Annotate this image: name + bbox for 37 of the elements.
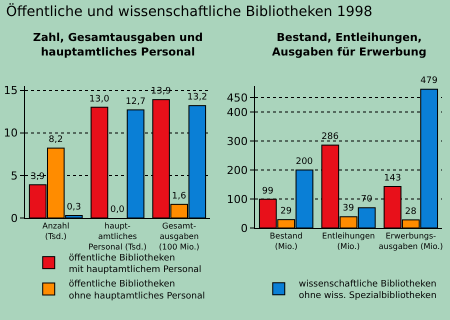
y-tick-label: 0 xyxy=(10,212,18,225)
chart-title: Bestand, Entleihungen, Ausgaben für Erwerbung xyxy=(272,31,426,58)
chart-title: Öffentliche und wissenschaftliche Bibliotheken 1998 xyxy=(6,4,372,20)
data-label: 479 xyxy=(420,76,438,86)
legend-label: öffentliche Bibliotheken ohne hauptamtliches Personal xyxy=(68,280,205,302)
x-tick-label: Gesamt- ausgaben (100 Mio.) xyxy=(158,222,200,252)
x-tick-label: Bestand (Mio.) xyxy=(270,232,303,251)
legend-label: öffentliche Bibliotheken mit hauptamtlichem Personal xyxy=(68,253,202,275)
y-tick-label: 0 xyxy=(240,222,248,235)
y-tick-label: 5 xyxy=(10,169,18,182)
y-tick-label: 15 xyxy=(4,84,18,98)
x-tick-label: Anzahl (Tsd.) xyxy=(42,222,70,241)
y-tick-label: 200 xyxy=(226,164,248,177)
data-label: 99 xyxy=(262,186,274,196)
data-label: 39 xyxy=(342,204,354,214)
y-tick-label: 10 xyxy=(4,126,18,140)
y-tick-label: 100 xyxy=(226,192,248,206)
data-label: 143 xyxy=(384,174,402,184)
x-tick-label: Erwerbungs- ausgaben (Mio.) xyxy=(378,232,444,251)
data-label: 13,2 xyxy=(187,92,208,103)
x-tick-label: haupt- amtliches Personal (Tsd.) xyxy=(88,222,147,252)
y-tick-label: 400 xyxy=(226,106,248,119)
data-label: 29 xyxy=(280,206,292,217)
data-label: 12,7 xyxy=(126,96,146,107)
y-tick-label: 450 xyxy=(226,91,248,104)
data-label: 28 xyxy=(404,206,417,217)
x-tick-label: Entleihungen (Mio.) xyxy=(322,232,375,251)
data-label: 8,2 xyxy=(48,135,63,146)
data-label: 0,0 xyxy=(110,205,125,215)
y-tick-label: 300 xyxy=(226,134,248,148)
legend-label: wissenschaftliche Bibliotheken ohne wiss. Spezialbibliotheken xyxy=(298,279,437,302)
data-label: 200 xyxy=(296,157,314,168)
chart-subtitle: Zahl, Gesamtausgaben und hauptamtliches Personal xyxy=(33,31,203,58)
data-label: 286 xyxy=(321,132,339,142)
data-label: 13,0 xyxy=(89,94,110,104)
data-label: 1,6 xyxy=(172,191,186,202)
data-label: 0,3 xyxy=(66,202,82,212)
